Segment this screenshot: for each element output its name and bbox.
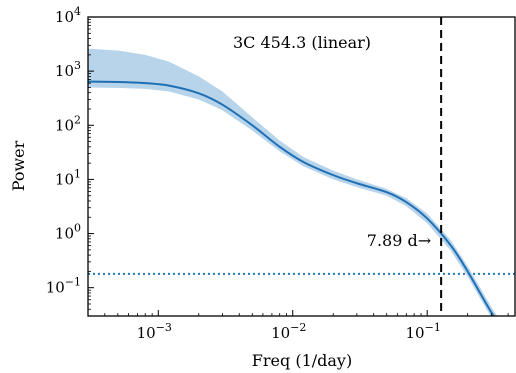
y-axis-ticks: 10−1 100 101 102 103 104 [46, 5, 94, 317]
y-tick-label: 104 [55, 5, 81, 26]
y-axis-label: Power [9, 140, 28, 191]
median-psd-line [88, 80, 495, 316]
y-tick-label: 100 [55, 222, 81, 243]
y-tick-label: 103 [55, 59, 81, 80]
y-tick-label: 10−1 [46, 276, 81, 297]
plot-frame [87, 16, 516, 317]
x-axis-label: Freq (1/day) [252, 351, 352, 370]
x-tick-label: 10−2 [271, 321, 306, 342]
plot-annotation-title: 3C 454.3 (linear) [233, 33, 371, 52]
plot-area [88, 17, 515, 316]
uncertainty-band [88, 48, 498, 316]
y-tick-label: 101 [55, 167, 81, 188]
x-tick-label: 10−3 [137, 321, 172, 342]
x-tick-label: 10−1 [406, 321, 441, 342]
x-axis-ticks: 10−3 10−2 10−1 [87, 310, 509, 342]
y-tick-label: 102 [55, 113, 81, 134]
break-timescale-label: 7.89 d→ [367, 231, 431, 250]
